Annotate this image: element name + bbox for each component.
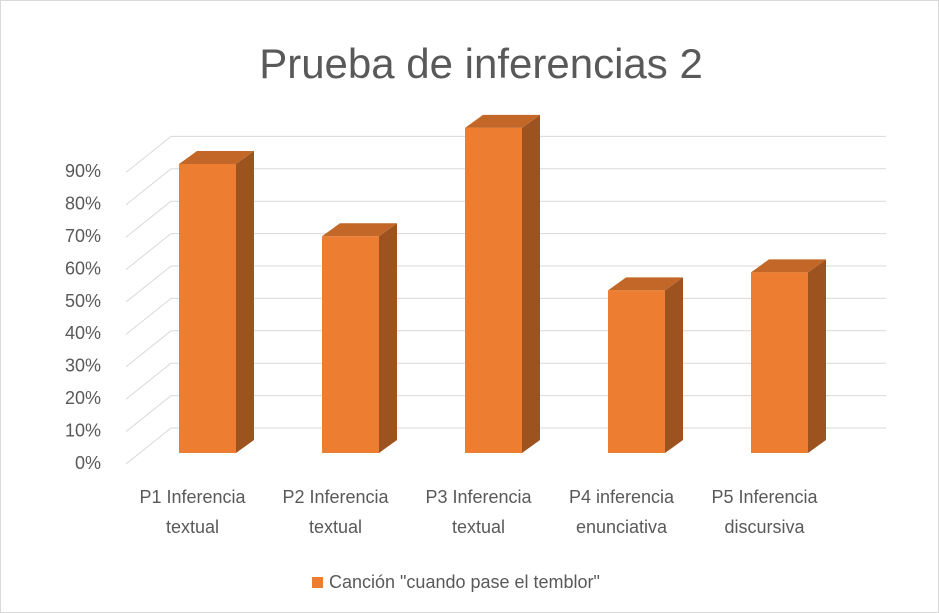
grid-line bbox=[125, 330, 172, 368]
grid-line bbox=[125, 362, 172, 400]
grid-line bbox=[125, 427, 172, 465]
y-tick-label: 90% bbox=[65, 161, 101, 181]
bar-side bbox=[522, 114, 540, 453]
grid-line bbox=[125, 298, 172, 335]
y-tick-label: 10% bbox=[65, 420, 101, 440]
y-tick-label: 30% bbox=[65, 356, 101, 376]
y-tick-label: 70% bbox=[65, 226, 101, 246]
x-tick-label: P5 Inferencia discursiva bbox=[711, 487, 818, 537]
grid-line bbox=[125, 233, 172, 270]
bar-top bbox=[751, 259, 826, 273]
grid-line bbox=[125, 136, 172, 173]
x-tick-label: P3 Inferencia textual bbox=[425, 487, 532, 537]
bar-side bbox=[379, 223, 397, 453]
grid-line bbox=[125, 200, 172, 238]
bar bbox=[179, 163, 236, 453]
grid-line bbox=[125, 168, 172, 206]
legend-label: Canción "cuando pase el temblor" bbox=[329, 572, 600, 592]
bar bbox=[322, 236, 379, 453]
chart-title: Prueba de inferencias 2 bbox=[259, 40, 703, 87]
bar-top bbox=[608, 277, 683, 291]
legend-swatch bbox=[312, 577, 323, 588]
x-tick-label: P4 inferencia enunciativa bbox=[568, 487, 675, 537]
grid-line bbox=[125, 265, 172, 303]
y-tick-label: 50% bbox=[65, 291, 101, 311]
bar-side bbox=[808, 259, 826, 453]
y-tick-label: 60% bbox=[65, 258, 101, 278]
bar-top bbox=[465, 114, 540, 128]
bar-top bbox=[322, 223, 397, 237]
grid-line bbox=[125, 395, 172, 432]
x-tick-label: P2 Inferencia textual bbox=[282, 487, 389, 537]
bar bbox=[608, 290, 665, 453]
bar-top bbox=[179, 150, 254, 164]
bar bbox=[751, 272, 808, 453]
y-tick-label: 0% bbox=[75, 453, 101, 473]
x-tick-label: P1 Inferencia textual bbox=[139, 487, 246, 537]
bar-side bbox=[236, 150, 254, 453]
y-tick-label: 40% bbox=[65, 323, 101, 343]
y-tick-label: 20% bbox=[65, 388, 101, 408]
bar bbox=[465, 127, 522, 453]
y-tick-label: 80% bbox=[65, 194, 101, 214]
bar-side bbox=[665, 277, 683, 453]
